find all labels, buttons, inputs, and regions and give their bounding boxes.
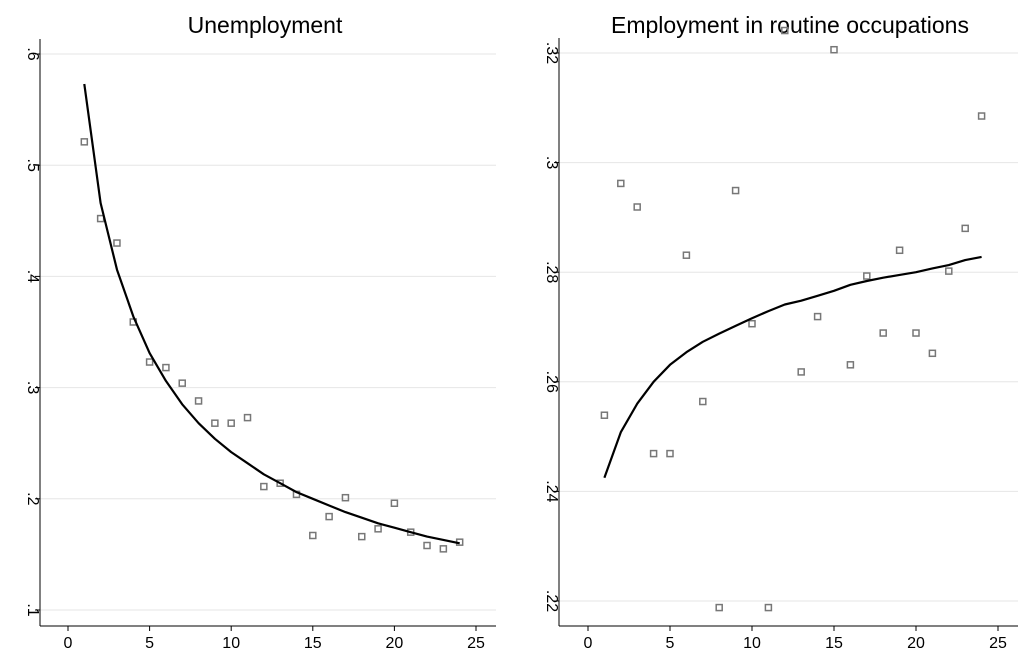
y-tick-label: .24 (543, 480, 560, 502)
scatter-point (879, 329, 887, 337)
chart-panel-routine-employment: Employment in routine occupations .22 .24.… (543, 12, 1018, 651)
scatter-point (439, 545, 448, 553)
chart-panel-unemployment: Unemployment .1 .2 .3 .4 .5 .6 0 5 10 15 20 25 (24, 12, 496, 651)
y-tick-label: .3 (24, 381, 41, 394)
scatter-point (863, 272, 871, 280)
scatter-point (977, 112, 986, 120)
fit-line (603, 255, 982, 479)
scatter-point (260, 482, 268, 491)
y-tick-label: .26 (543, 371, 560, 393)
y-tick-label: .1 (24, 603, 41, 616)
scatter-point (309, 531, 317, 540)
y-tick-label: .28 (543, 261, 560, 283)
x-tick-label: 10 (222, 635, 240, 651)
x-tick-label: 20 (386, 635, 404, 651)
scatter-point (666, 449, 674, 458)
scatter-point (358, 532, 366, 541)
scatter-points (600, 26, 986, 612)
scatter-point (600, 411, 609, 419)
scatter-point (325, 512, 333, 521)
scatter-point (830, 45, 838, 54)
scatter-point (912, 329, 920, 337)
scatter-points (80, 138, 464, 553)
scatter-point (96, 214, 105, 223)
x-tick-label: 15 (304, 635, 322, 651)
scatter-point (80, 138, 89, 146)
scatter-point (945, 267, 953, 275)
y-tick-label: .2 (24, 492, 41, 505)
scatter-point (243, 413, 252, 422)
scatter-point (961, 224, 969, 233)
scatter-point (617, 179, 625, 188)
scatter-point (423, 541, 431, 550)
scatter-point (928, 349, 937, 358)
chart-title: Employment in routine occupations (611, 12, 969, 38)
scatter-point (178, 379, 186, 387)
grid-lines (40, 53, 496, 611)
x-tick-label: 5 (145, 635, 154, 651)
scatter-point (748, 319, 756, 328)
y-tick-label: .32 (543, 42, 560, 64)
chart-title: Unemployment (188, 12, 343, 38)
grid-lines (559, 52, 1018, 602)
scatter-point (781, 26, 789, 35)
y-tick-label: .22 (543, 590, 560, 612)
scatter-point (145, 358, 154, 366)
y-tick-label: .3 (543, 156, 560, 169)
scatter-point (846, 361, 855, 369)
scatter-point (813, 312, 822, 321)
scatter-point (649, 449, 658, 458)
scatter-point (731, 186, 740, 195)
x-tick-label: 5 (666, 635, 675, 651)
x-tick-label: 0 (64, 635, 73, 651)
x-tick-label: 15 (825, 635, 843, 651)
scatter-point (390, 499, 399, 507)
y-tick-label: .6 (24, 47, 41, 60)
scatter-point (699, 397, 707, 406)
x-tick-label: 25 (467, 635, 485, 651)
scatter-point (194, 397, 203, 405)
x-tick-label: 20 (907, 635, 925, 651)
y-tick-label: .4 (24, 270, 41, 283)
scatter-point (227, 419, 235, 427)
scatter-point (113, 239, 121, 247)
scatter-point (797, 368, 805, 376)
scatter-point (715, 603, 723, 612)
scatter-point (633, 203, 641, 211)
scatter-point (341, 493, 350, 502)
y-tick-label: .5 (24, 159, 41, 172)
scatter-point (211, 419, 219, 427)
x-tick-label: 25 (989, 635, 1007, 651)
scatter-point (162, 363, 170, 372)
x-tick-label: 10 (743, 635, 761, 651)
scatter-point (682, 251, 691, 259)
scatter-point (895, 246, 904, 255)
scatter-point (276, 479, 284, 487)
scatter-point (374, 525, 382, 533)
fit-line (83, 83, 460, 545)
x-tick-label: 0 (584, 635, 593, 651)
scatter-point (764, 603, 773, 612)
